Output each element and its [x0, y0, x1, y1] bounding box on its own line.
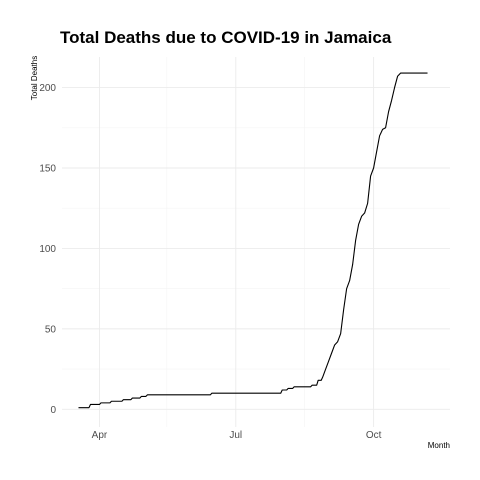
y-tick-label: 200	[39, 83, 56, 94]
series	[78, 72, 428, 409]
y-tick-label: 150	[39, 164, 56, 175]
y-tick-label: 100	[39, 244, 56, 255]
x-tick-label: Oct	[366, 430, 382, 441]
tick-labels: 0 50 100 150 200 Apr Jul Oct	[39, 83, 381, 441]
y-tick-label: 0	[50, 405, 56, 416]
chart-title: Total Deaths due to COVID-19 in Jamaica	[60, 28, 392, 47]
y-axis-title: Total Deaths	[30, 56, 39, 100]
y-tick-label: 50	[45, 324, 57, 335]
x-axis-title: Month	[428, 441, 450, 450]
series-line-total-deaths	[78, 72, 428, 409]
x-tick-label: Apr	[92, 430, 108, 441]
x-tick-label: Jul	[229, 430, 242, 441]
grid	[62, 57, 450, 427]
